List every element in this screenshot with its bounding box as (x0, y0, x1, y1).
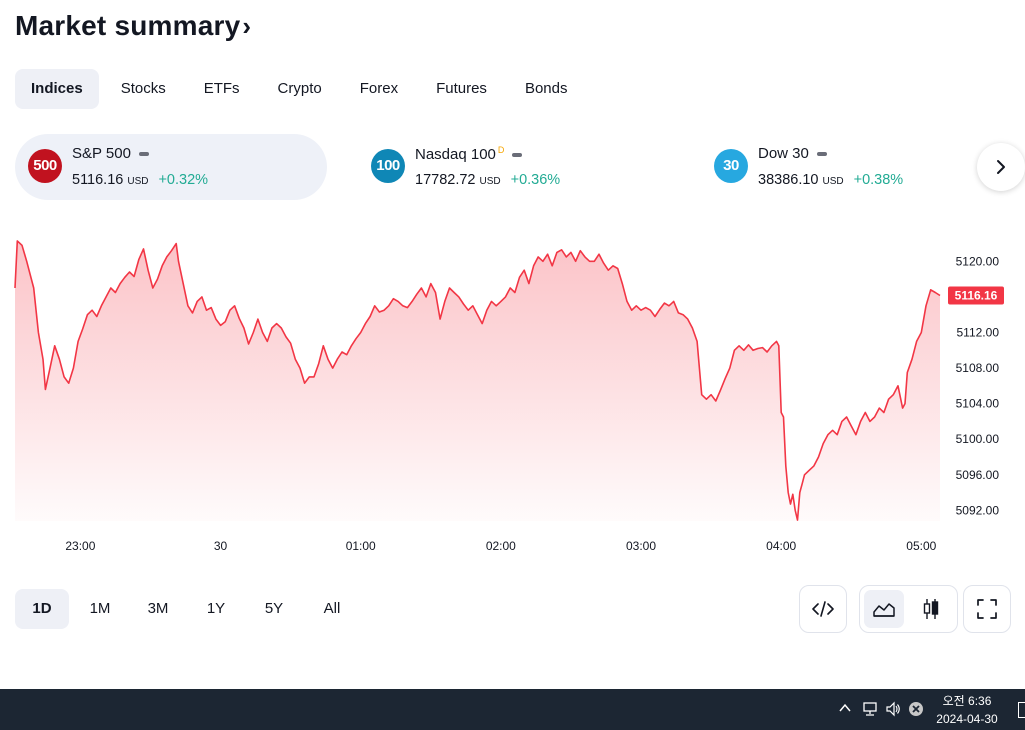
fullscreen-icon (977, 599, 997, 619)
ticker-name-text: Nasdaq 100 (415, 146, 496, 163)
last-price-label: 5116.16 (948, 286, 1004, 305)
y-tick-label: 5096.00 (956, 468, 1000, 482)
y-tick-label: 5108.00 (956, 361, 1000, 375)
tab-indices[interactable]: Indices (15, 69, 99, 109)
fullscreen-button[interactable] (963, 585, 1011, 633)
ticker-currency: USD (127, 176, 149, 187)
period-1d[interactable]: 1D (15, 589, 69, 629)
x-tick-label: 30 (214, 539, 228, 553)
x-tick-label: 04:00 (766, 539, 796, 553)
ticker-value: 38386.10 (758, 172, 819, 188)
period-1y[interactable]: 1Y (206, 600, 226, 617)
show-desktop-button[interactable] (1018, 702, 1025, 718)
page-title-text: Market summary (15, 10, 241, 41)
ticker-name-text: Dow 30 (758, 145, 809, 162)
ticker-currency: USD (479, 176, 501, 187)
ticker-quote: 5116.16 USD +0.32% (72, 172, 208, 188)
chart-type-toggle (859, 585, 958, 633)
market-status-icon (138, 152, 149, 157)
market-status-icon (816, 152, 827, 157)
period-selector: 1D 1M 3M 1Y 5Y All (15, 589, 363, 629)
ticker-quote: 38386.10 USD +0.38% (758, 172, 903, 188)
nasdaq100-logo: 100 (371, 149, 405, 183)
page-title[interactable]: Market summary› (15, 10, 251, 42)
ticker-quote: 17782.72 USD +0.36% (415, 172, 560, 188)
sp500-logo: 500 (28, 149, 62, 183)
embed-button[interactable] (799, 585, 847, 633)
market-status-icon (512, 153, 523, 158)
windows-taskbar: 오전 6:36 2024-04-30 (0, 689, 1025, 730)
close-circle-icon[interactable] (908, 701, 924, 717)
system-clock[interactable]: 오전 6:36 2024-04-30 (926, 692, 1008, 728)
x-tick-label: 01:00 (346, 539, 376, 553)
last-price-text: 5116.16 (955, 288, 998, 302)
price-area-fill (15, 240, 940, 521)
x-tick-label: 23:00 (65, 539, 95, 553)
ticker-name: S&P 500 (72, 145, 149, 162)
x-axis: 23:00 30 01:00 02:00 03:00 04:00 05:00 (65, 539, 936, 553)
tab-forex[interactable]: Forex (359, 80, 399, 97)
network-icon[interactable] (862, 701, 878, 717)
last-price-tag (948, 286, 1004, 305)
ticker-name-text: S&P 500 (72, 145, 131, 162)
x-tick-label: 02:00 (486, 539, 516, 553)
ticker-change: +0.36% (510, 172, 561, 188)
period-5y[interactable]: 5Y (264, 600, 284, 617)
volume-icon[interactable] (885, 701, 901, 717)
candlestick-icon (923, 599, 939, 619)
ticker-change: +0.32% (158, 172, 209, 188)
delayed-flag: D (497, 145, 505, 155)
y-tick-label: 5120.00 (956, 254, 1000, 268)
ticker-name: Dow 30 (758, 145, 827, 162)
tab-futures[interactable]: Futures (436, 80, 487, 97)
ticker-value: 5116.16 (72, 172, 124, 188)
tab-stocks[interactable]: Stocks (120, 80, 166, 97)
area-chart-icon (873, 603, 895, 617)
x-tick-label: 05:00 (906, 539, 936, 553)
ticker-change: +0.38% (853, 172, 904, 188)
dow30-logo: 30 (714, 149, 748, 183)
ticker-dow30[interactable]: 30 Dow 30 38386.10 USD +0.38% (701, 134, 1013, 200)
ticker-name: Nasdaq 100 D (415, 145, 523, 163)
chevron-right-icon (997, 160, 1005, 174)
period-all[interactable]: All (323, 600, 341, 617)
y-axis: 5120.00 5112.00 5108.00 5104.00 5100.00 5096.… (956, 254, 1000, 517)
tab-bonds[interactable]: Bonds (524, 80, 568, 97)
area-chart-button[interactable] (864, 590, 904, 628)
x-tick-label: 03:00 (626, 539, 656, 553)
category-tabs: Indices Stocks ETFs Crypto Forex Futures… (15, 69, 589, 109)
y-tick-label: 5112.00 (957, 325, 1000, 339)
price-chart[interactable]: 5120.00 5112.00 5108.00 5104.00 5100.00 5096.… (0, 230, 1025, 560)
chevron-right-icon: › (242, 11, 252, 41)
period-3m[interactable]: 3M (147, 600, 169, 617)
clock-date: 2024-04-30 (936, 712, 998, 726)
tab-crypto[interactable]: Crypto (277, 80, 322, 97)
next-tickers-button[interactable] (977, 143, 1025, 191)
y-tick-label: 5104.00 (956, 397, 1000, 411)
ticker-currency: USD (822, 176, 844, 187)
y-tick-label: 5092.00 (956, 503, 1000, 517)
y-tick-label: 5100.00 (956, 432, 1000, 446)
clock-time: 오전 6:36 (942, 694, 992, 708)
ticker-value: 17782.72 (415, 172, 476, 188)
code-icon (812, 601, 834, 617)
period-1m[interactable]: 1M (89, 600, 111, 617)
candlestick-button[interactable] (911, 590, 951, 628)
price-line (14, 240, 941, 521)
chevron-up-icon[interactable] (838, 701, 852, 715)
tab-etfs[interactable]: ETFs (203, 80, 240, 97)
ticker-sp500[interactable]: 500 S&P 500 5116.16 USD +0.32% (15, 134, 327, 200)
ticker-nasdaq100[interactable]: 100 Nasdaq 100 D 17782.72 USD +0.36% (358, 134, 670, 200)
